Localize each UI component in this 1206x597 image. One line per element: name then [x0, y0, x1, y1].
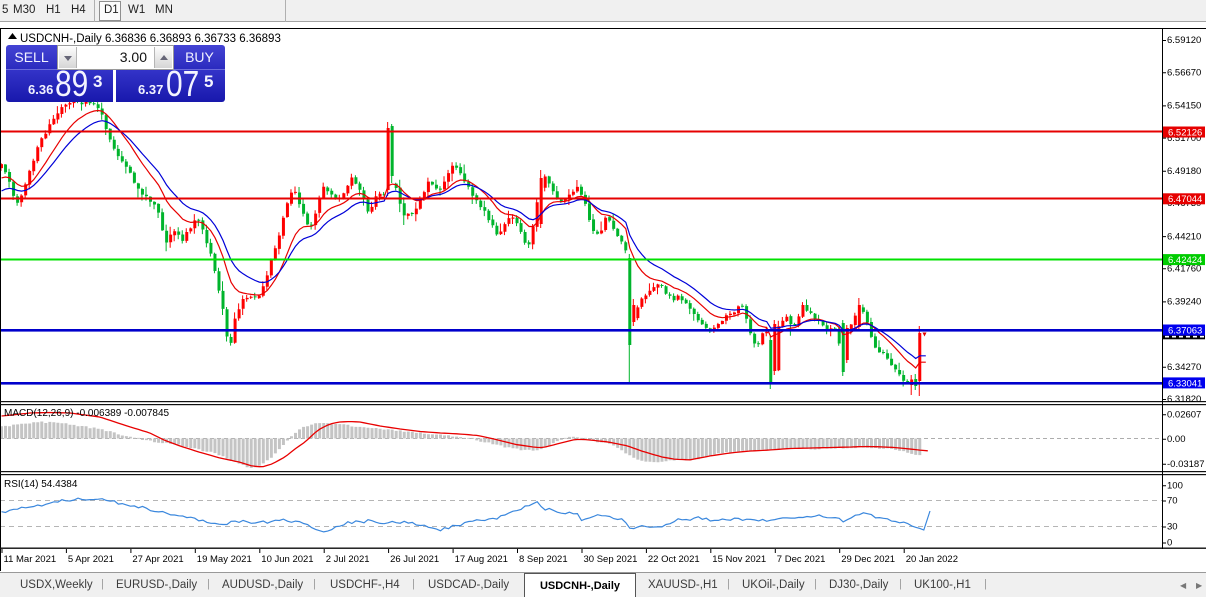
svg-text:6.47044: 6.47044 — [1168, 194, 1202, 205]
svg-text:6.41760: 6.41760 — [1167, 264, 1201, 275]
svg-text:5 Apr 2021: 5 Apr 2021 — [68, 554, 114, 565]
svg-text:-0.03187: -0.03187 — [1167, 459, 1205, 470]
svg-text:0.02607: 0.02607 — [1167, 410, 1201, 421]
svg-text:11 Mar 2021: 11 Mar 2021 — [4, 554, 57, 565]
svg-text:8 Sep 2021: 8 Sep 2021 — [519, 554, 568, 565]
svg-text:70: 70 — [1167, 496, 1178, 507]
svg-text:MACD(12,26,9) -0.006389 -0.007: MACD(12,26,9) -0.006389 -0.007845 — [4, 408, 170, 419]
svg-text:6.56670: 6.56670 — [1167, 67, 1201, 78]
svg-text:20 Jan 2022: 20 Jan 2022 — [906, 554, 958, 565]
svg-text:6.51700: 6.51700 — [1167, 133, 1201, 144]
svg-text:0: 0 — [1167, 538, 1172, 549]
svg-text:19 May 2021: 19 May 2021 — [197, 554, 252, 565]
svg-text:6.54150: 6.54150 — [1167, 101, 1201, 112]
svg-text:6.42424: 6.42424 — [1168, 255, 1202, 266]
svg-text:26 Jul 2021: 26 Jul 2021 — [390, 554, 439, 565]
svg-text:10 Jun 2021: 10 Jun 2021 — [261, 554, 313, 565]
svg-text:15 Nov 2021: 15 Nov 2021 — [712, 554, 766, 565]
svg-text:6.44210: 6.44210 — [1167, 231, 1201, 242]
svg-text:2 Jul 2021: 2 Jul 2021 — [326, 554, 370, 565]
svg-text:29 Dec 2021: 29 Dec 2021 — [841, 554, 895, 565]
svg-text:6.49180: 6.49180 — [1167, 166, 1201, 177]
svg-text:6.33041: 6.33041 — [1168, 378, 1202, 389]
svg-text:6.31820: 6.31820 — [1167, 394, 1201, 405]
svg-text:6.34270: 6.34270 — [1167, 362, 1201, 373]
svg-text:USDCNH-,Daily 6.36836 6.36893: USDCNH-,Daily 6.36836 6.36893 6.36733 6.… — [20, 33, 281, 45]
svg-text:6.37063: 6.37063 — [1168, 325, 1202, 336]
svg-text:RSI(14) 54.4384: RSI(14) 54.4384 — [4, 479, 78, 490]
svg-text:6.52126: 6.52126 — [1168, 127, 1202, 138]
svg-text:0.00: 0.00 — [1167, 434, 1186, 445]
svg-text:22 Oct 2021: 22 Oct 2021 — [648, 554, 700, 565]
svg-text:17 Aug 2021: 17 Aug 2021 — [455, 554, 508, 565]
svg-text:27 Apr 2021: 27 Apr 2021 — [132, 554, 183, 565]
svg-text:7 Dec 2021: 7 Dec 2021 — [777, 554, 826, 565]
svg-text:30 Sep 2021: 30 Sep 2021 — [584, 554, 638, 565]
svg-text:6.39240: 6.39240 — [1167, 297, 1201, 308]
svg-text:6.59120: 6.59120 — [1167, 35, 1201, 46]
svg-text:100: 100 — [1167, 481, 1183, 492]
svg-text:30: 30 — [1167, 522, 1178, 533]
